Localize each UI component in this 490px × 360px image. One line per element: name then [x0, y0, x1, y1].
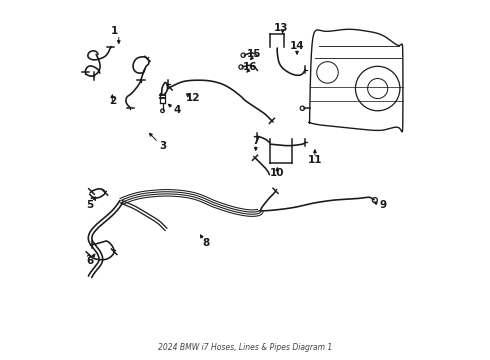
Text: 2: 2	[109, 96, 116, 106]
Text: 6: 6	[86, 256, 94, 266]
Text: 5: 5	[86, 200, 94, 210]
Text: 10: 10	[270, 168, 285, 178]
Text: 7: 7	[252, 136, 259, 145]
Text: 4: 4	[173, 105, 180, 115]
Text: 3: 3	[159, 141, 166, 151]
Text: 13: 13	[273, 23, 288, 33]
Text: 1: 1	[110, 26, 118, 36]
Text: 2024 BMW i7 Hoses, Lines & Pipes Diagram 1: 2024 BMW i7 Hoses, Lines & Pipes Diagram…	[158, 343, 332, 352]
Text: 11: 11	[308, 155, 322, 165]
Text: 9: 9	[379, 200, 387, 210]
Text: 8: 8	[202, 238, 209, 248]
Text: 16: 16	[243, 62, 258, 72]
Text: 15: 15	[247, 49, 261, 59]
Text: 12: 12	[186, 93, 200, 103]
Text: 14: 14	[290, 41, 304, 50]
